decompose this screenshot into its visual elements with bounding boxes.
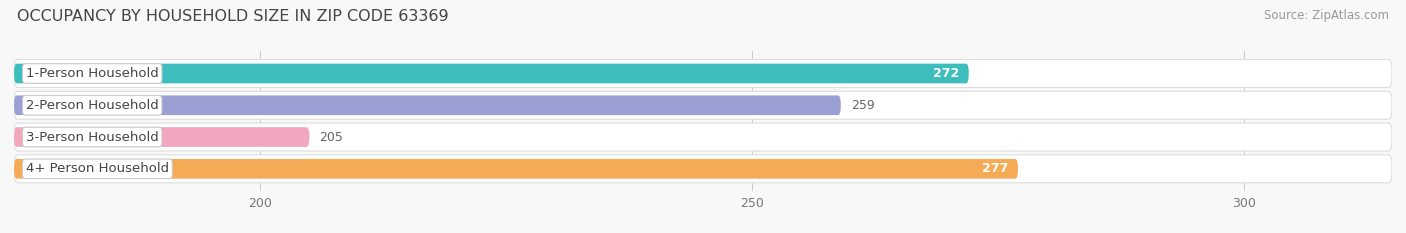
Text: 4+ Person Household: 4+ Person Household (25, 162, 169, 175)
FancyBboxPatch shape (14, 159, 1018, 179)
FancyBboxPatch shape (14, 59, 1392, 87)
Text: Source: ZipAtlas.com: Source: ZipAtlas.com (1264, 9, 1389, 22)
Text: 205: 205 (319, 130, 343, 144)
Text: 272: 272 (932, 67, 959, 80)
Text: OCCUPANCY BY HOUSEHOLD SIZE IN ZIP CODE 63369: OCCUPANCY BY HOUSEHOLD SIZE IN ZIP CODE … (17, 9, 449, 24)
FancyBboxPatch shape (14, 123, 1392, 151)
Text: 1-Person Household: 1-Person Household (25, 67, 159, 80)
Text: 277: 277 (981, 162, 1008, 175)
FancyBboxPatch shape (14, 91, 1392, 119)
Text: 259: 259 (851, 99, 875, 112)
FancyBboxPatch shape (14, 127, 309, 147)
FancyBboxPatch shape (14, 96, 841, 115)
Text: 2-Person Household: 2-Person Household (25, 99, 159, 112)
FancyBboxPatch shape (14, 64, 969, 83)
Text: 3-Person Household: 3-Person Household (25, 130, 159, 144)
FancyBboxPatch shape (14, 155, 1392, 183)
